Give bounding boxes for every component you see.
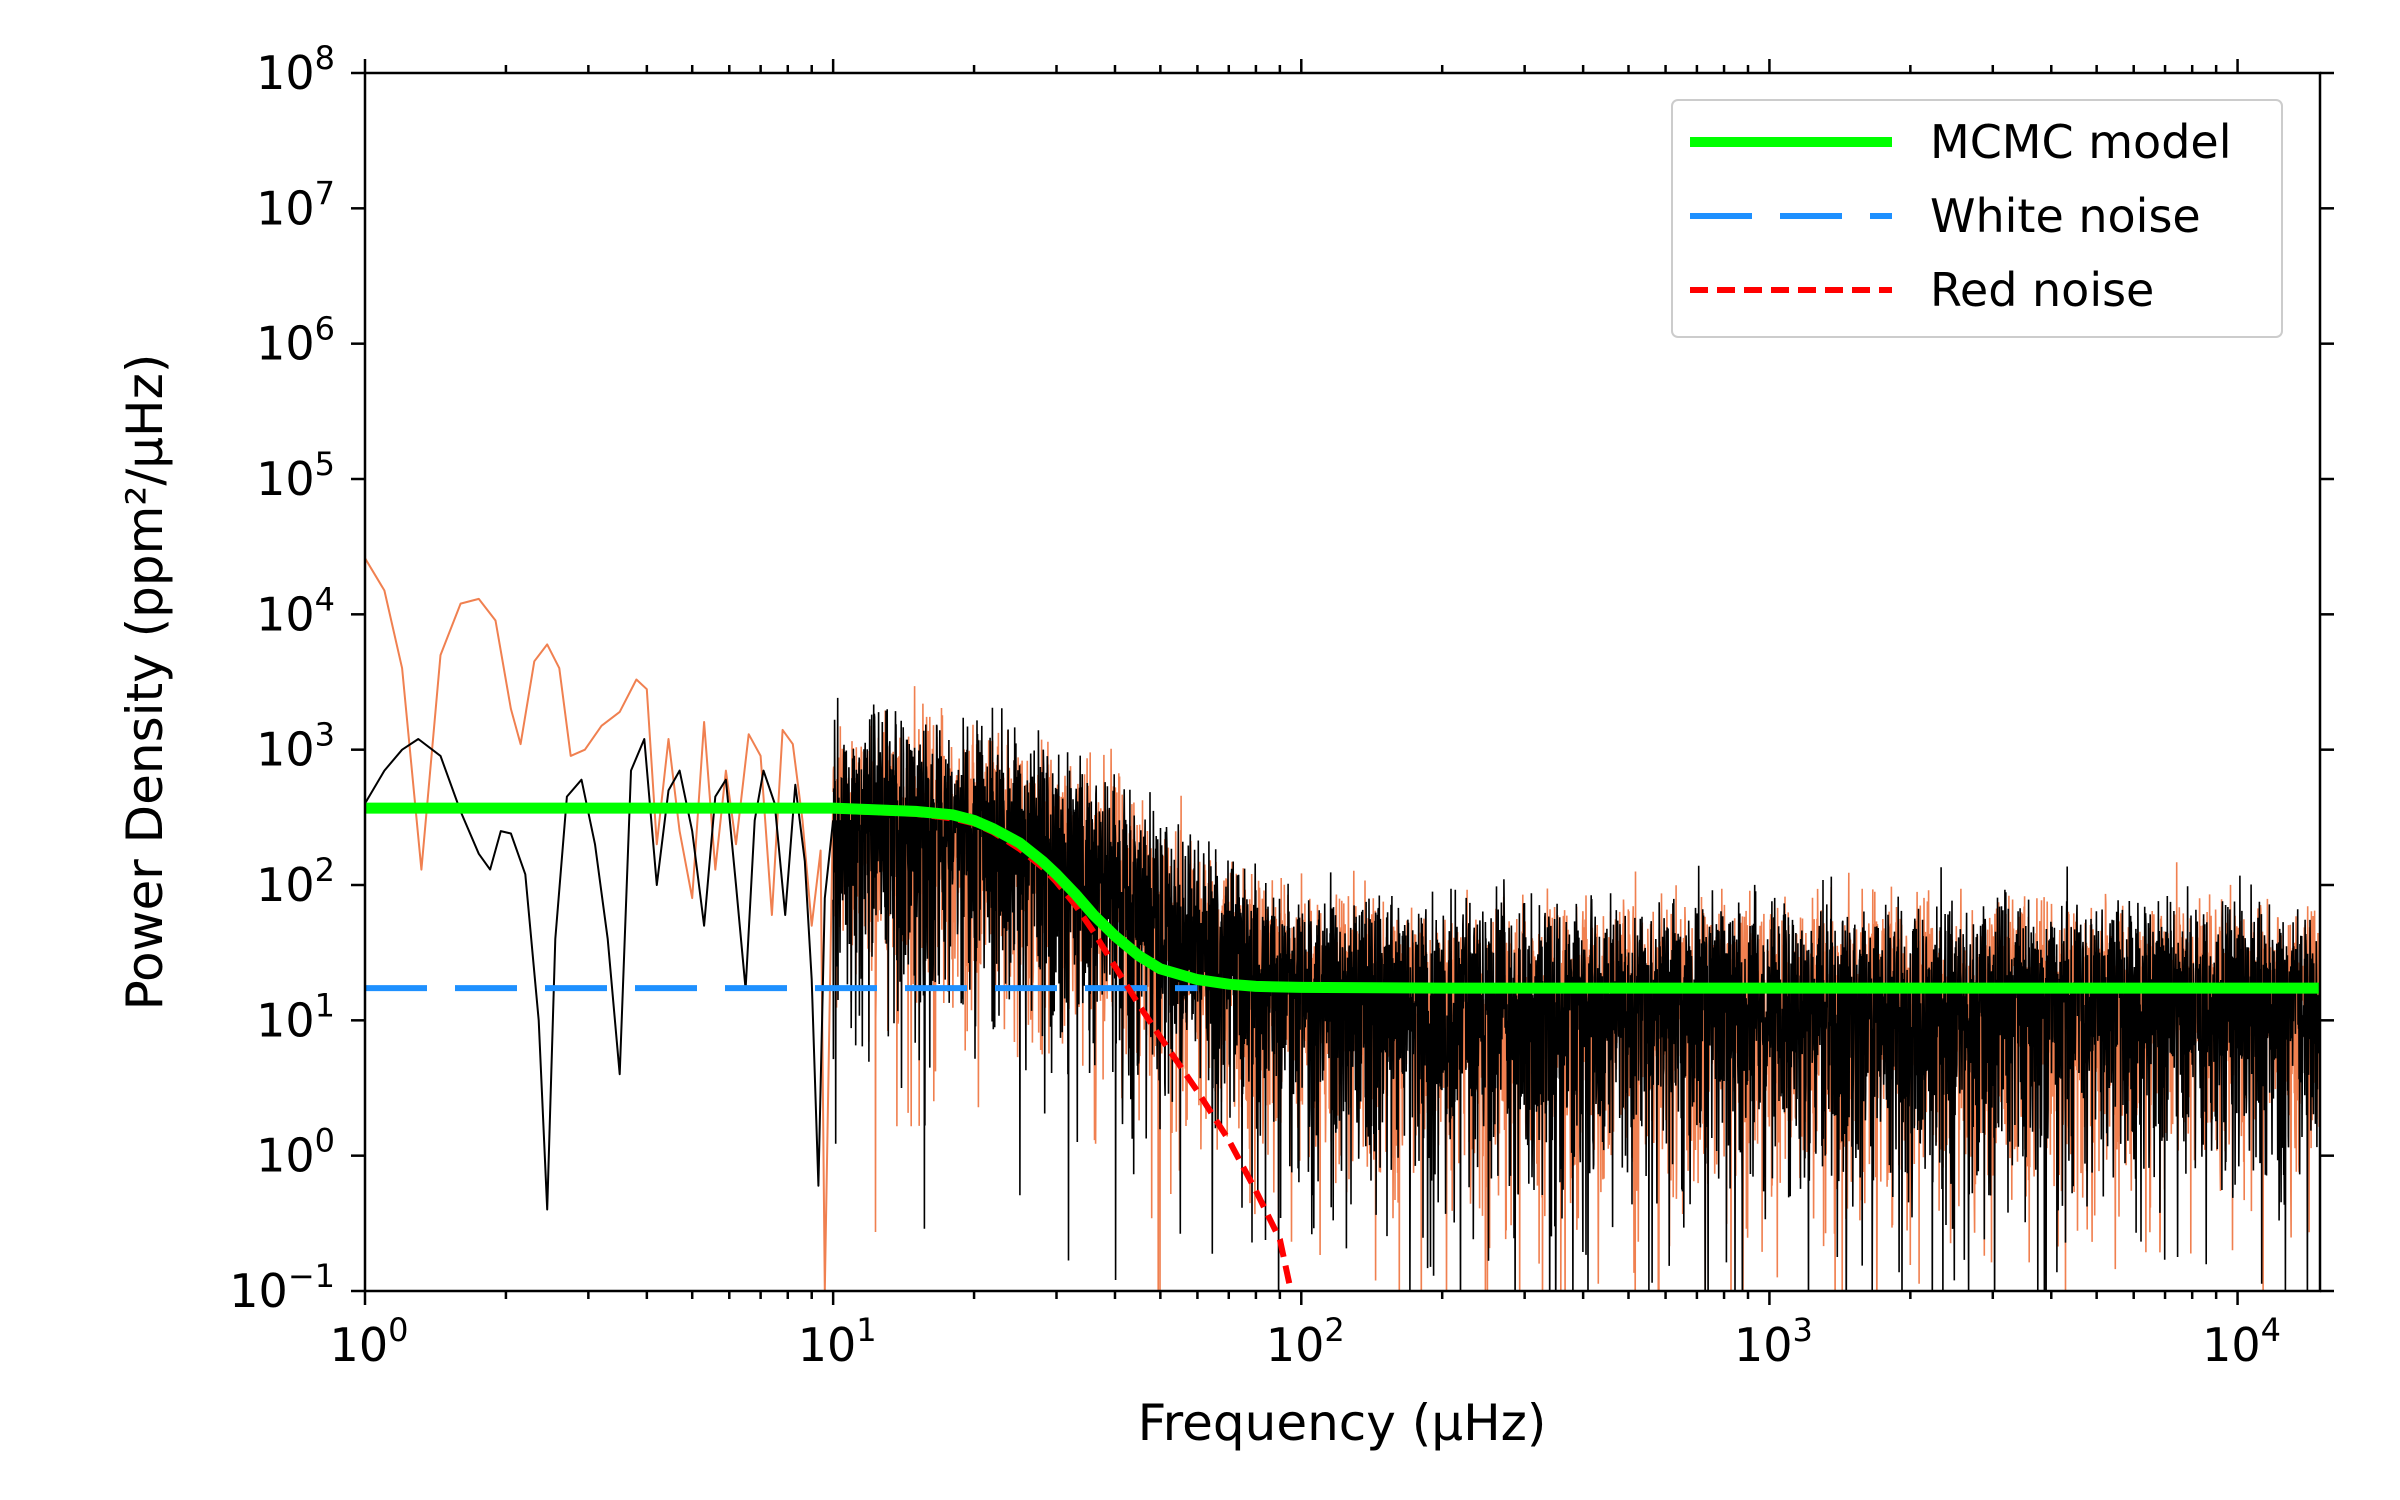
x-axis-title: Frequency (μHz) [1138, 1394, 1547, 1452]
x-tick-label: 104 [2202, 1311, 2281, 1372]
y-tick-label: 104 [256, 580, 335, 641]
legend: MCMC model White noise Red noise [1671, 99, 2283, 338]
y-tick-label: 102 [256, 851, 335, 912]
noise-spectrum-layer [365, 557, 2320, 1291]
legend-label-white: White noise [1930, 189, 2201, 243]
periodogram-orange-lowfreq [365, 557, 835, 1291]
legend-label-mcmc: MCMC model [1930, 115, 2231, 169]
series-layer [365, 802, 2320, 1291]
x-tick-label: 101 [798, 1311, 877, 1372]
x-axis-ticks: 100 101 102 103 104 [330, 59, 2281, 1372]
red-noise-line [365, 806, 1294, 1291]
y-tick-label: 103 [256, 716, 335, 777]
y-tick-label: 101 [256, 986, 335, 1047]
y-axis-title: Power Density (ppm²/μHz) [116, 354, 174, 1011]
y-tick-label: 105 [256, 445, 335, 506]
y-tick-label: 107 [256, 174, 335, 235]
y-axis-ticks: 10−1 100 101 102 103 104 105 106 107 108 [229, 39, 2334, 1318]
y-tick-label: 106 [256, 310, 335, 371]
x-tick-label: 102 [1266, 1311, 1345, 1372]
y-tick-label: 100 [256, 1122, 335, 1183]
plot-frame [363, 71, 2322, 1293]
periodogram-trace [832, 697, 2320, 1291]
legend-box [1671, 99, 2283, 338]
periodogram-black-lowfreq [365, 738, 835, 1211]
legend-label-red: Red noise [1930, 263, 2154, 317]
mcmc-model-line [365, 802, 2320, 994]
y-tick-label: 10−1 [229, 1257, 335, 1318]
y-tick-label: 108 [256, 39, 335, 100]
x-tick-label: 103 [1734, 1311, 1813, 1372]
x-tick-label: 100 [330, 1311, 409, 1372]
